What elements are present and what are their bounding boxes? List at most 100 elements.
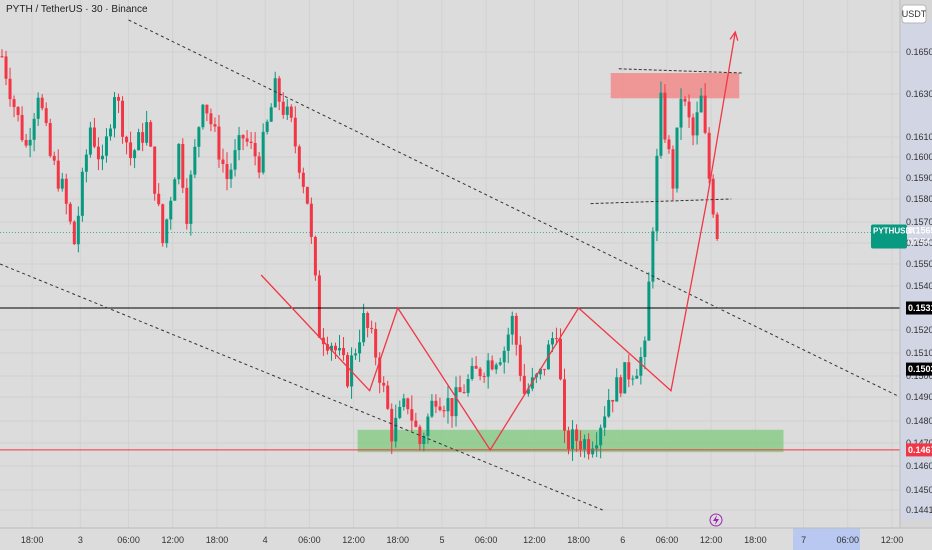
- candle-body: [446, 398, 450, 412]
- resistance-zone: [610, 73, 740, 99]
- candle-body: [615, 377, 619, 402]
- candle-body: [346, 355, 350, 387]
- candle-body: [683, 98, 687, 102]
- candle-body: [583, 439, 587, 450]
- candle-body: [205, 104, 209, 114]
- candle-body: [587, 439, 591, 455]
- candle-body: [715, 214, 719, 239]
- candle-body: [398, 406, 402, 418]
- candle-body: [64, 178, 68, 204]
- candle-body: [430, 400, 434, 417]
- candle-body: [639, 356, 643, 376]
- candle-body: [655, 155, 659, 232]
- candle-body: [201, 104, 205, 128]
- neckline: [590, 198, 732, 205]
- last-price-countdown: 07:54: [908, 237, 931, 247]
- candle-body: [506, 334, 510, 351]
- candle-body: [522, 375, 526, 394]
- candle-body: [418, 426, 422, 445]
- candle-body: [442, 410, 446, 412]
- candle-body: [550, 338, 554, 345]
- candle-body: [217, 126, 221, 160]
- candle-body: [313, 236, 317, 276]
- candle-body: [571, 429, 575, 449]
- level-low-tag: 0.1467: [906, 443, 932, 457]
- candle-body: [482, 376, 486, 378]
- candle-body: [422, 435, 426, 445]
- time-tick-label: 3: [78, 535, 83, 545]
- channel-upper-line: [128, 19, 901, 398]
- resistance-trendline: [618, 68, 744, 74]
- price-tick-label: 0.1490: [906, 392, 932, 402]
- projection-arrowhead: [729, 30, 739, 41]
- time-tick-label: 18:00: [21, 535, 44, 545]
- candle-body: [370, 327, 374, 329]
- candle-body: [32, 118, 36, 140]
- candle-body: [526, 388, 530, 394]
- candle-body: [563, 379, 566, 431]
- candle-body: [607, 399, 611, 417]
- candle-body: [454, 387, 458, 417]
- candle-body: [193, 146, 197, 175]
- candle-body: [366, 313, 370, 328]
- price-tick-label: 0.1540: [906, 281, 932, 291]
- time-tick-label: 7: [801, 535, 806, 545]
- candle-body: [567, 430, 571, 449]
- candle-body: [458, 387, 462, 393]
- flash-icon[interactable]: [709, 513, 723, 527]
- candle-body: [108, 128, 112, 137]
- candle-body: [301, 172, 305, 187]
- time-tick-label: 06:00: [117, 535, 140, 545]
- last-price-value: 0.1565: [908, 226, 932, 236]
- candle-body: [153, 146, 157, 194]
- price-tick-label: 0.1580: [906, 194, 932, 204]
- candle-body: [579, 440, 583, 450]
- candle-body: [229, 169, 233, 180]
- level-mid-price: 0.1503: [908, 364, 932, 374]
- candle-body: [651, 231, 655, 282]
- candle-body: [84, 154, 88, 172]
- candle-body: [181, 144, 185, 188]
- time-tick-label: 06:00: [298, 535, 321, 545]
- candle-body: [406, 398, 410, 410]
- time-tick-label: 18:00: [387, 535, 410, 545]
- support-zone: [357, 429, 784, 453]
- candle-body: [56, 160, 60, 189]
- candle-body: [237, 135, 241, 151]
- candle-body: [510, 315, 514, 335]
- candle-body: [293, 117, 297, 147]
- level-high-price: 0.1531: [908, 303, 932, 313]
- price-tick-label: 0.1450: [906, 485, 932, 495]
- candle-body: [438, 406, 442, 411]
- candle-body: [354, 353, 358, 356]
- candle-body: [221, 159, 225, 165]
- drawings: [0, 19, 901, 511]
- candle-body: [498, 362, 502, 365]
- candle-body: [414, 420, 418, 427]
- candle-body: [157, 193, 161, 205]
- candle-body: [24, 140, 28, 146]
- currency-button[interactable]: USDT: [901, 4, 927, 24]
- candle-body: [695, 112, 699, 136]
- price-tick-label: 0.1460: [906, 461, 932, 471]
- candle-body: [647, 281, 651, 341]
- time-tick-label: 06:00: [656, 535, 679, 545]
- candle-body: [100, 155, 104, 160]
- candle-body: [209, 113, 213, 125]
- candle-body: [342, 348, 346, 356]
- candle-body: [241, 135, 245, 139]
- candle-body: [338, 348, 341, 351]
- candle-body: [165, 219, 169, 244]
- candle-body: [36, 97, 40, 119]
- time-tick-label: 06:00: [475, 535, 498, 545]
- price-tick-label: 0.1610: [906, 132, 932, 142]
- candle-body: [691, 117, 695, 136]
- candle-body: [249, 141, 253, 143]
- price-tick-label: 0.1650: [906, 47, 932, 57]
- candle-body: [88, 127, 92, 155]
- candle-body: [177, 144, 181, 180]
